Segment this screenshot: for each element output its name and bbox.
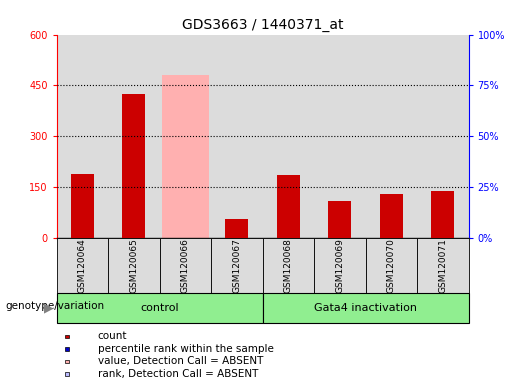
Bar	[366, 238, 417, 293]
Text: GSM120070: GSM120070	[387, 238, 396, 293]
Text: GSM120069: GSM120069	[335, 238, 345, 293]
Bar	[329, 201, 352, 238]
Bar	[57, 238, 108, 293]
Bar	[380, 194, 403, 238]
Title: GDS3663 / 1440371_at: GDS3663 / 1440371_at	[182, 18, 344, 32]
Bar	[65, 335, 68, 338]
Bar	[263, 238, 314, 293]
Bar	[71, 174, 94, 238]
Bar	[432, 190, 455, 238]
Text: value, Detection Call = ABSENT: value, Detection Call = ABSENT	[98, 356, 263, 366]
Bar	[211, 35, 263, 238]
Text: count: count	[98, 331, 127, 341]
Bar	[263, 293, 469, 323]
Bar	[314, 238, 366, 293]
Bar	[160, 238, 211, 293]
Bar	[314, 35, 366, 238]
Text: rank, Detection Call = ABSENT: rank, Detection Call = ABSENT	[98, 369, 258, 379]
Bar	[65, 372, 68, 376]
Text: GSM120066: GSM120066	[181, 238, 190, 293]
Bar	[162, 75, 209, 238]
Text: GSM120067: GSM120067	[232, 238, 242, 293]
Bar	[417, 35, 469, 238]
Text: control: control	[141, 303, 179, 313]
Text: ▶: ▶	[44, 301, 54, 314]
Bar	[108, 238, 160, 293]
Bar	[65, 360, 68, 363]
Bar	[263, 35, 314, 238]
Text: GSM120065: GSM120065	[129, 238, 139, 293]
Bar	[277, 175, 300, 238]
Text: genotype/variation: genotype/variation	[5, 301, 104, 311]
Bar	[211, 238, 263, 293]
Text: GSM120071: GSM120071	[438, 238, 448, 293]
Bar	[108, 35, 160, 238]
Text: GSM120068: GSM120068	[284, 238, 293, 293]
Text: GSM120064: GSM120064	[78, 238, 87, 293]
Bar	[226, 219, 248, 238]
Text: percentile rank within the sample: percentile rank within the sample	[98, 344, 274, 354]
Bar	[57, 35, 108, 238]
Bar	[366, 35, 417, 238]
Text: Gata4 inactivation: Gata4 inactivation	[314, 303, 417, 313]
Bar	[417, 238, 469, 293]
Bar	[160, 35, 211, 238]
Bar	[123, 94, 146, 238]
Bar	[65, 347, 68, 351]
Bar	[57, 293, 263, 323]
